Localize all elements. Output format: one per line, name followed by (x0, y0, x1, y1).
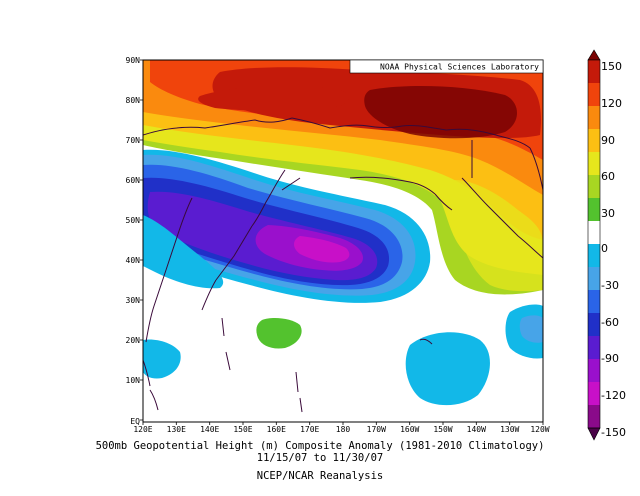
colorbar-label: 120 (601, 97, 622, 110)
credit-label: NOAA Physical Sciences Laboratory (380, 63, 539, 72)
colorbar-block (588, 405, 600, 429)
colorbar-block (588, 152, 600, 176)
lat-label: 90N (126, 56, 141, 65)
lon-label: 150E (233, 425, 252, 434)
colorbar-label: 150 (601, 60, 622, 73)
lon-label: 170W (367, 425, 386, 434)
lat-label: 50N (126, 216, 141, 225)
colorbar-bottom-triangle (587, 427, 601, 441)
colorbar-block (588, 267, 600, 291)
colorbar-label: -120 (601, 389, 626, 402)
caption-source: NCEP/NCAR Reanalysis (256, 470, 384, 482)
anomaly-field (143, 60, 543, 422)
lon-label: 140E (200, 425, 219, 434)
caption-title: 500mb Geopotential Height (m) Composite … (95, 440, 545, 452)
lat-label: 70N (126, 136, 141, 145)
lat-label: 30N (126, 296, 141, 305)
colorbar-block (588, 313, 600, 337)
lat-label: EQ (130, 417, 140, 426)
colorbar-frame (587, 59, 601, 429)
colorbar-block (588, 382, 600, 406)
lon-label: 150W (433, 425, 452, 434)
lat-label: 60N (126, 176, 141, 185)
lon-label: 130W (500, 425, 519, 434)
colorbar-block (588, 60, 600, 84)
colorbar: 150 120 90 60 30 0 -30 -60 -90 -120 -150 (587, 49, 626, 441)
lat-label: 10N (126, 376, 141, 385)
colorbar-block (588, 129, 600, 153)
colorbar-block (588, 83, 600, 107)
colorbar-block (588, 359, 600, 383)
colorbar-label: -60 (601, 316, 619, 329)
colorbar-block (588, 221, 600, 245)
colorbar-block (588, 290, 600, 314)
longitude-axis: 120E 130E 140E 150E 160E 170E 180 170W 1… (133, 422, 550, 434)
lon-label: 160E (267, 425, 286, 434)
lon-label: 120E (133, 425, 152, 434)
colorbar-label: 0 (601, 242, 608, 255)
lon-label: 160W (400, 425, 419, 434)
lon-label: 170E (300, 425, 319, 434)
colorbar-label: 90 (601, 134, 615, 147)
coastlines (143, 117, 543, 413)
lon-label: 120W (530, 425, 549, 434)
colorbar-block (588, 175, 600, 199)
lon-label: 130E (167, 425, 186, 434)
lat-label: 80N (126, 96, 141, 105)
caption-date-range: 11/15/07 to 11/30/07 (256, 452, 384, 464)
lat-label: 20N (126, 336, 141, 345)
lat-label: 40N (126, 256, 141, 265)
lon-label: 140W (467, 425, 486, 434)
colorbar-block (588, 336, 600, 360)
colorbar-blocks (588, 60, 600, 429)
colorbar-label: -30 (601, 279, 619, 292)
lon-label: 180 (336, 425, 351, 434)
colorbar-label: 60 (601, 170, 615, 183)
colorbar-label: 30 (601, 207, 615, 220)
colorbar-block (588, 106, 600, 130)
colorbar-block (588, 244, 600, 268)
colorbar-top-triangle (587, 49, 601, 61)
credit-box (349, 59, 544, 74)
colorbar-label: -90 (601, 352, 619, 365)
colorbar-label: -150 (601, 426, 626, 439)
latitude-axis: 90N 80N 70N 60N 50N 40N 30N 20N 10N EQ (126, 56, 143, 426)
colorbar-block (588, 198, 600, 222)
